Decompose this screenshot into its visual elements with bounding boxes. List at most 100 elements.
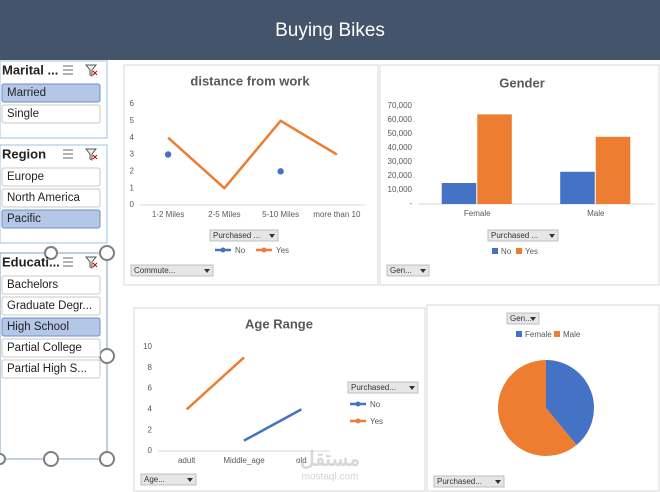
legend-label: No — [501, 247, 512, 256]
slicer-frame — [0, 144, 108, 244]
legend-swatch-dot — [355, 401, 361, 407]
chart-frame — [123, 64, 379, 286]
y-tick-label: 5 — [130, 116, 135, 125]
x-tick-label: old — [296, 456, 307, 465]
filter-button[interactable] — [433, 475, 505, 488]
y-tick-label: 2 — [130, 166, 135, 175]
x-tick-label: Middle_age — [223, 456, 265, 465]
legend-label: Yes — [276, 246, 289, 255]
watermark: mostaql.com — [302, 472, 359, 483]
slicer-item[interactable] — [1, 359, 101, 379]
slicer-item-label: Graduate Degr... — [7, 300, 92, 312]
line-point — [164, 151, 172, 158]
legend-label: Male — [563, 330, 581, 339]
bar — [441, 183, 477, 204]
filter-button-label: Purchased... — [351, 383, 396, 392]
x-tick-label: 2-5 Miles — [208, 210, 240, 219]
slicer-frame — [0, 60, 108, 139]
multi-select-icon[interactable] — [63, 65, 73, 75]
legend-swatch — [516, 248, 522, 254]
y-tick-label: 60,000 — [388, 115, 413, 124]
y-tick-label: 2 — [148, 425, 153, 434]
y-tick-label: 0 — [130, 200, 135, 209]
slicer-item-label: Married — [7, 87, 46, 99]
slicer-item[interactable] — [1, 167, 101, 187]
bar — [477, 114, 512, 204]
filter-button[interactable] — [386, 264, 430, 277]
filter-button-label: Gen... — [510, 314, 532, 323]
legend-swatch — [492, 248, 498, 254]
slicer-item[interactable] — [1, 338, 101, 358]
slicer-item[interactable] — [1, 317, 101, 337]
y-tick-label: - — [409, 199, 412, 208]
filter-button[interactable] — [506, 312, 540, 325]
filter-button-label: Gen... — [390, 266, 412, 275]
slicer-item[interactable] — [1, 209, 101, 229]
clear-filter-icon[interactable] — [84, 64, 98, 77]
dropdown-arrow — [549, 234, 555, 238]
slicer-item-label: Europe — [7, 171, 44, 183]
slicer-item[interactable] — [1, 83, 101, 103]
y-tick-label: 3 — [130, 150, 135, 159]
slicer-item[interactable] — [1, 104, 101, 124]
y-tick-label: 6 — [148, 384, 153, 393]
clear-filter-x[interactable] — [92, 262, 98, 268]
legend-swatch-dot — [261, 247, 267, 253]
x-tick-label: Male — [587, 209, 605, 218]
clear-filter-x[interactable] — [92, 70, 98, 76]
slicer-item-label: Partial College — [7, 342, 82, 354]
pie-slice — [498, 360, 577, 456]
x-tick-label: more than 10 — [313, 210, 361, 219]
y-tick-label: 20,000 — [388, 171, 413, 180]
multi-select-icon[interactable] — [63, 149, 73, 159]
dropdown-arrow — [420, 269, 426, 273]
series-line — [185, 356, 245, 411]
filter-button[interactable] — [209, 229, 279, 242]
y-tick-label: 70,000 — [388, 101, 413, 110]
dropdown-arrow — [269, 234, 275, 238]
x-tick-label: Female — [464, 209, 491, 218]
slicer-item-label: Partial High S... — [7, 363, 87, 375]
dropdown-arrow — [495, 480, 501, 484]
y-tick-label: 40,000 — [388, 143, 413, 152]
filter-button[interactable] — [140, 473, 197, 486]
y-tick-label: 0 — [148, 446, 153, 455]
clear-filter-icon[interactable] — [84, 256, 98, 269]
slicer-item[interactable] — [1, 275, 101, 295]
bar — [595, 136, 631, 204]
clear-filter-icon[interactable] — [84, 148, 98, 161]
y-tick-label: 50,000 — [388, 129, 413, 138]
legend-swatch — [516, 331, 522, 337]
slicer-item-label: Bachelors — [7, 279, 58, 291]
slicer-item[interactable] — [1, 188, 101, 208]
y-tick-label: 6 — [130, 99, 135, 108]
series-line — [243, 408, 302, 442]
slicer-item-label: North America — [7, 192, 80, 204]
chart-title: distance from work — [190, 73, 310, 88]
filter-button-label: Age... — [144, 475, 165, 484]
clear-filter-x[interactable] — [92, 154, 98, 160]
header-bar — [0, 0, 660, 60]
y-tick-label: 1 — [130, 183, 135, 192]
watermark: مستقل — [300, 448, 360, 470]
dropdown-arrow — [204, 269, 210, 273]
filter-button[interactable] — [487, 229, 559, 242]
legend-swatch-dot — [355, 418, 361, 424]
x-tick-label: 1-2 Miles — [152, 210, 184, 219]
filter-button[interactable] — [347, 381, 419, 394]
multi-select-icon[interactable] — [63, 257, 73, 267]
filter-button[interactable] — [130, 264, 214, 277]
legend-swatch-dot — [220, 247, 226, 253]
y-tick-label: 30,000 — [388, 157, 413, 166]
slicer-item[interactable] — [1, 296, 101, 316]
slicer-title: Marital ... — [2, 62, 58, 77]
slicer-item-label: Pacific — [7, 213, 41, 225]
legend-label: No — [370, 400, 381, 409]
legend-label: Yes — [370, 417, 383, 426]
y-tick-label: 4 — [130, 133, 135, 142]
x-tick-label: adult — [178, 456, 196, 465]
slicer-title: Educati... — [2, 254, 60, 269]
filter-button-label: Commute... — [134, 266, 175, 275]
filter-button-label: Purchased... — [437, 477, 482, 486]
